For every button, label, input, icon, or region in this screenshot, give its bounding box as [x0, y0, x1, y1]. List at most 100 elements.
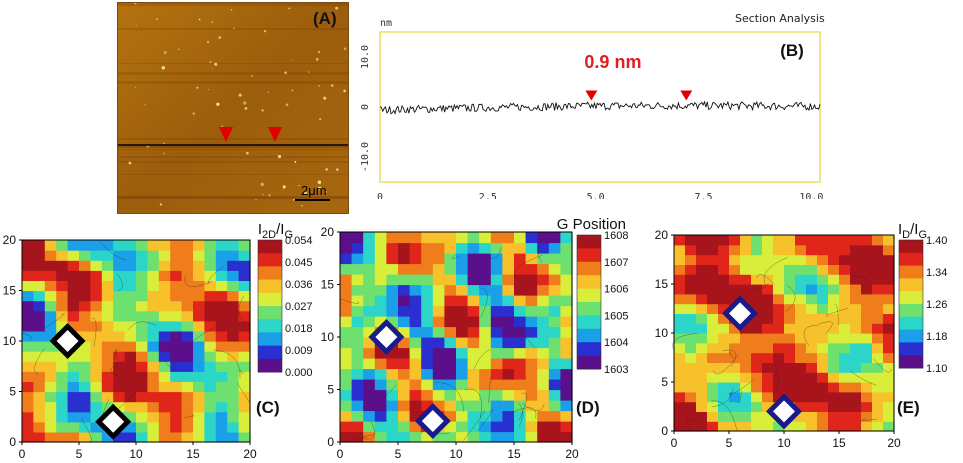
heatmap-cell: [432, 274, 445, 286]
defect-marker-icon: [729, 302, 751, 325]
heatmap-cell: [548, 379, 561, 391]
heatmap-cell: [33, 431, 46, 443]
heatmap-cell: [227, 280, 240, 292]
heatmap-cell: [456, 379, 469, 391]
panel-label: (D): [576, 398, 600, 417]
heatmap-cell: [56, 391, 69, 403]
colorbar-segment: [899, 268, 923, 273]
heatmap-cell: [101, 300, 114, 312]
heatmap-cell: [44, 371, 57, 382]
colorbar-title: ID/IG: [898, 221, 927, 241]
colorbar-segment: [899, 320, 923, 324]
heatmap-cell: [56, 260, 69, 271]
contour-line: [435, 382, 465, 412]
heatmap-cell: [432, 295, 445, 307]
heatmap-cell: [79, 401, 91, 413]
colorbar-segment: [899, 240, 923, 244]
heatmap-cell: [525, 368, 538, 380]
heatmap-cell: [502, 232, 515, 244]
heatmap-cell: [227, 300, 240, 312]
heatmap-cell: [204, 270, 217, 281]
afm-particle: [262, 194, 264, 196]
heatmap-cell: [740, 293, 752, 305]
colorbar-segment: [258, 365, 282, 370]
heatmap-cell: [502, 263, 515, 275]
heatmap-cell: [215, 391, 228, 403]
heatmap-cell: [850, 333, 862, 344]
afm-particle: [250, 75, 253, 77]
heatmap-cell: [409, 305, 422, 317]
heatmap-cell: [514, 284, 527, 296]
heatmap-cell: [147, 371, 160, 382]
colorbar-segment: [577, 355, 601, 360]
heatmap-cell: [490, 253, 503, 265]
heatmap-cell: [147, 290, 160, 302]
heatmap-cell: [773, 303, 785, 314]
heatmap-cell: [514, 347, 527, 359]
heatmap-cell: [351, 232, 364, 244]
heatmap-cell: [817, 382, 829, 393]
colorbar-segment: [899, 332, 923, 337]
heatmap-cell: [784, 274, 796, 285]
heatmap-cell: [90, 260, 103, 271]
heatmap-cell: [409, 274, 422, 286]
heatmap-cell: [795, 372, 807, 383]
contour-line: [514, 254, 544, 277]
heatmap-cell: [729, 411, 741, 422]
colorbar-tick-label: 1604: [604, 337, 628, 349]
heatmap-cell: [113, 290, 126, 302]
heatmap-cell: [44, 401, 57, 413]
colorbar-segment: [899, 275, 923, 279]
heatmap-cell: [525, 284, 538, 296]
heatmap-cells: [22, 240, 251, 443]
heatmap-cell: [773, 264, 785, 275]
contour-line: [21, 332, 32, 341]
heatmap-cell: [227, 320, 240, 332]
afm-particle: [128, 161, 132, 165]
heatmap-cell: [729, 235, 741, 246]
heatmap-cell: [872, 401, 884, 412]
heatmap-cell: [90, 351, 103, 362]
heatmap-cell: [238, 270, 251, 281]
heatmap-cell: [215, 431, 228, 443]
heatmap-cell: [806, 342, 818, 354]
heatmap-cell: [718, 382, 730, 393]
heatmap-cell: [740, 264, 752, 275]
colorbar-segment: [258, 306, 282, 310]
heatmap-cell: [363, 421, 376, 433]
colorbar: [257, 239, 283, 373]
heatmap-cell: [44, 330, 57, 342]
heatmap-cell: [850, 303, 862, 314]
heatmap-cell: [136, 401, 148, 413]
colorbar-segment: [577, 245, 601, 249]
heatmap-cell: [828, 235, 840, 246]
heatmap-cell: [773, 274, 785, 285]
heatmap-cell: [560, 431, 573, 443]
heatmap-cell: [432, 400, 445, 412]
heatmap-cell: [751, 303, 763, 314]
heatmap-cell: [363, 410, 376, 422]
heatmap-cell: [707, 342, 719, 354]
afm-particle: [291, 89, 294, 92]
heatmap-cell: [363, 284, 376, 296]
heatmap-cell: [839, 264, 851, 275]
heatmap-cell: [215, 250, 228, 261]
heatmap-cell: [170, 391, 183, 403]
colorbar-segment: [577, 258, 601, 263]
heatmap-cell: [718, 342, 730, 354]
colorbar-tick-label: 0.027: [285, 301, 313, 313]
heatmap-cell: [674, 372, 686, 383]
heatmap-cell: [101, 330, 114, 342]
heatmap-cell: [193, 401, 205, 413]
heatmap-cell: [817, 313, 829, 324]
heatmap-cell: [22, 240, 34, 251]
heatmap-cell: [773, 313, 785, 324]
heatmap-cell: [514, 400, 527, 412]
heatmap-cell: [729, 401, 741, 412]
heatmap-cell: [124, 361, 137, 372]
afm-particle: [319, 118, 322, 121]
heatmap-cell: [44, 421, 57, 433]
heatmap-cell: [525, 295, 538, 307]
heatmap-cell: [674, 274, 686, 285]
colorbar-segment: [899, 304, 923, 308]
